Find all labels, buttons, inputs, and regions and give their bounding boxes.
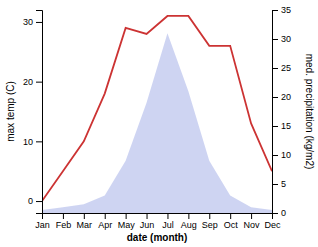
tick-mark xyxy=(230,213,231,219)
tick-mark xyxy=(209,213,210,219)
y2-axis: 0 5 10 15 20 25 30 35 xyxy=(272,5,291,218)
tick-mark xyxy=(272,184,278,185)
tick-label: Jun xyxy=(140,220,155,230)
tick-label: May xyxy=(118,220,136,230)
tick-mark xyxy=(36,201,42,202)
y-axis-title: max temp (C) xyxy=(5,81,16,142)
tick: May xyxy=(118,213,136,230)
tick-label: Aug xyxy=(181,220,197,230)
tick-label: Nov xyxy=(244,220,261,230)
tick-label: 20 xyxy=(23,77,33,87)
tick-mark xyxy=(272,155,278,156)
axis-domain xyxy=(43,214,273,220)
tick: Nov xyxy=(244,213,261,230)
tick: Oct xyxy=(224,213,239,230)
tick-mark xyxy=(167,213,168,219)
tick-label: 35 xyxy=(281,5,291,15)
x-axis-title: date (month) xyxy=(127,232,188,243)
tick: Dec xyxy=(264,213,281,230)
tick: 0 xyxy=(28,196,42,206)
temperature-line xyxy=(42,16,272,201)
tick-label: 15 xyxy=(281,121,291,131)
x-axis: Jan Feb Mar Apr May Jun Jul Aug Sep Oct NovDec xyxy=(35,213,281,230)
tick: 0 xyxy=(272,208,286,218)
tick-mark xyxy=(272,97,278,98)
tick-label: 5 xyxy=(281,179,286,189)
tick-mark xyxy=(36,82,42,83)
tick: 10 xyxy=(23,137,42,147)
tick: Jan xyxy=(35,213,50,230)
tick-label: 20 xyxy=(281,92,291,102)
plot-area xyxy=(42,16,272,213)
tick-label: Jul xyxy=(162,220,174,230)
tick-mark xyxy=(36,141,42,142)
tick-label: Dec xyxy=(264,220,281,230)
tick: Sep xyxy=(202,213,218,230)
tick-mark xyxy=(188,213,189,219)
tick: 30 xyxy=(272,34,291,44)
chart-container: JanFebMarAprMayJunJulAugSepOctNovDec0102… xyxy=(0,0,318,247)
tick-label: 25 xyxy=(281,63,291,73)
tick-mark xyxy=(36,22,42,23)
tick: Feb xyxy=(56,213,72,230)
tick: 25 xyxy=(272,63,291,73)
tick-mark xyxy=(126,213,127,219)
tick: Apr xyxy=(98,213,112,230)
tick: 20 xyxy=(272,92,291,102)
tick: 15 xyxy=(272,121,291,131)
tick-label: 10 xyxy=(281,150,291,160)
tick: 20 xyxy=(23,77,42,87)
tick-label: Sep xyxy=(202,220,218,230)
tick-mark xyxy=(272,10,278,11)
tick: 30 xyxy=(23,17,42,27)
tick-label: 30 xyxy=(23,17,33,27)
tick-mark xyxy=(272,126,278,127)
tick: Mar xyxy=(77,213,93,230)
tick-mark xyxy=(147,213,148,219)
tick-mark xyxy=(63,213,64,219)
tick-label: Jan xyxy=(35,220,50,230)
precipitation-area xyxy=(42,33,272,213)
tick-label: Feb xyxy=(56,220,72,230)
tick-label: Apr xyxy=(98,220,112,230)
tick: 10 xyxy=(272,150,291,160)
tick-mark xyxy=(272,68,278,69)
tick: 5 xyxy=(272,179,286,189)
tick: Aug xyxy=(181,213,197,230)
tick-label: Oct xyxy=(224,220,239,230)
tick-label: 0 xyxy=(28,196,33,206)
tick-label: 0 xyxy=(281,208,286,218)
y-axis: 0 10 20 30 xyxy=(23,11,43,214)
tick: Jun xyxy=(140,213,155,230)
tick-label: 10 xyxy=(23,137,33,147)
tick-mark xyxy=(251,213,252,219)
y2-axis-title: med. precipitation (kg/m2) xyxy=(304,54,315,170)
tick-mark xyxy=(84,213,85,219)
axis-domain xyxy=(36,11,43,214)
tick-label: 30 xyxy=(281,34,291,44)
tick: Jul xyxy=(162,213,174,230)
axis-domain xyxy=(273,11,279,214)
chart-svg: JanFebMarAprMayJunJulAugSepOctNovDec0102… xyxy=(0,0,318,247)
tick-mark xyxy=(272,39,278,40)
tick-mark xyxy=(272,213,278,214)
tick: 35 xyxy=(272,5,291,15)
tick-mark xyxy=(105,213,106,219)
tick-label: Mar xyxy=(77,220,93,230)
